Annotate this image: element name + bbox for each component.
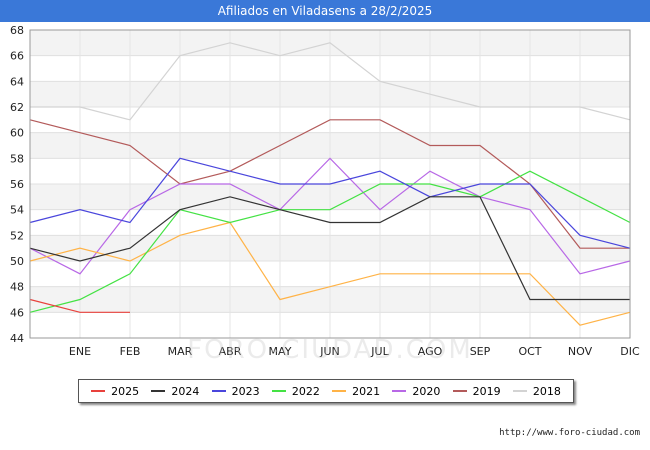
legend-label: 2023 [231,384,260,398]
x-tick-label: DIC [620,345,640,358]
source-text: http://www.foro-ciudad.com [499,428,640,438]
x-tick-label: MAY [269,345,292,358]
legend-swatch [392,390,407,392]
legend-item-2025: 2025 [91,385,139,398]
legend-label: 2025 [111,384,140,398]
series-line-2023 [29,157,631,249]
chart-title: Afiliados en Viladasens a 28/2/2025 [0,0,650,22]
legend-swatch [211,390,226,392]
x-tick-label: NOV [568,345,593,358]
y-tick-label: 56 [10,178,24,191]
legend-swatch [151,390,166,392]
legend-swatch [332,390,347,392]
legend-swatch [512,390,527,392]
legend-swatch [91,390,106,392]
x-tick-label: MAR [168,345,193,358]
y-tick-label: 46 [10,306,24,319]
y-tick-label: 52 [10,229,24,242]
y-tick-label: 60 [10,127,24,140]
legend-label: 2019 [472,384,501,398]
series-line-2025 [29,298,130,313]
legend-item-2018: 2018 [512,384,561,398]
legend-item-2024: 2024 [151,385,199,398]
series-line-2020 [29,157,631,275]
series-line-2021 [29,221,631,326]
legend-label: 2018 [532,384,561,398]
x-tick-label: SEP [470,345,491,358]
x-tick-label: ABR [219,345,242,358]
legend-label: 2020 [412,384,441,398]
y-tick-label: 66 [10,50,24,63]
legend-item-2022: 2022 [271,384,320,398]
series-line-2018 [30,42,631,121]
x-tick-label: OCT [518,345,541,358]
legend-label: 2022 [291,384,320,398]
y-tick-label: 50 [10,255,24,268]
legend-item-2019: 2019 [452,384,501,398]
x-tick-label: AGO [418,345,443,358]
y-tick-label: 68 [10,24,24,37]
legend-item-2023: 2023 [211,384,260,398]
y-tick-label: 54 [10,204,24,217]
y-tick-label: 58 [10,152,24,165]
x-tick-label: ENE [69,345,91,358]
legend-swatch [452,390,467,392]
y-tick-label: 48 [10,281,24,294]
legend-label: 2024 [171,384,200,398]
watermark: FORO-CIUDAD.COM [187,335,473,365]
legend-item-2020: 2020 [392,385,440,398]
x-tick-label: JUL [370,345,389,358]
series-line-2022 [29,170,631,313]
legend-swatch [271,390,286,392]
y-tick-label: 62 [10,101,24,114]
y-tick-label: 64 [10,75,24,88]
plot-border [29,29,631,339]
y-tick-label: 44 [10,332,24,345]
legend-item-2021: 2021 [332,385,380,398]
x-tick-label: FEB [120,345,141,358]
legend-label: 2021 [352,384,381,398]
series-line-2024 [29,196,630,301]
x-tick-label: JUN [319,345,340,358]
legend: 2025 2024 2023 2022 2021 2020 2019 2018 [78,379,574,403]
